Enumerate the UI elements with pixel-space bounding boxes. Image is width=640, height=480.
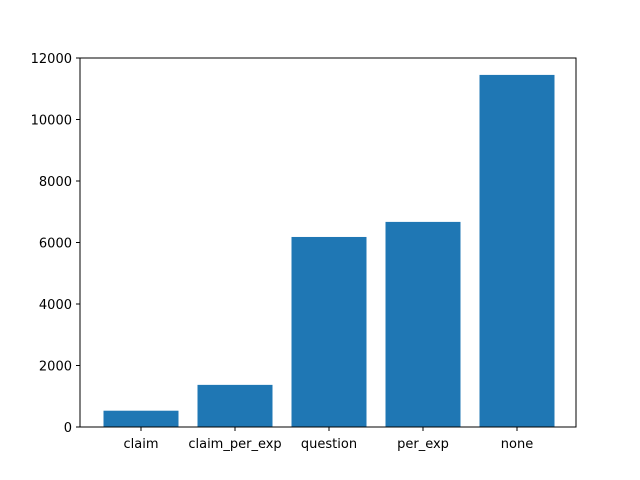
y-tick-label: 12000: [31, 52, 72, 67]
bar-question: [291, 236, 367, 427]
plot-frame: [79, 57, 577, 428]
y-tick-label: 4000: [39, 298, 72, 313]
x-tick-label: claim: [123, 437, 158, 452]
bar-none: [479, 74, 555, 427]
y-tick-label: 8000: [39, 175, 72, 190]
x-tick-label: per_exp: [397, 437, 449, 452]
x-tick-label: none: [501, 437, 533, 452]
bar-per_exp: [385, 221, 461, 427]
y-tick-label: 6000: [39, 237, 72, 252]
x-axis: claim claim_per_exp question per_exp none: [123, 427, 533, 452]
bar-claim: [103, 410, 179, 427]
y-tick-label: 2000: [39, 360, 72, 375]
y-tick-label: 0: [64, 421, 72, 436]
x-tick-label: claim_per_exp: [188, 437, 281, 452]
y-tick-label: 10000: [31, 114, 72, 129]
x-tick-label: question: [301, 437, 357, 452]
y-axis: 0 2000 4000 6000 8000 10000 12000: [31, 52, 80, 436]
bar-claim_per_exp: [197, 384, 273, 427]
bars-group: [103, 74, 555, 427]
